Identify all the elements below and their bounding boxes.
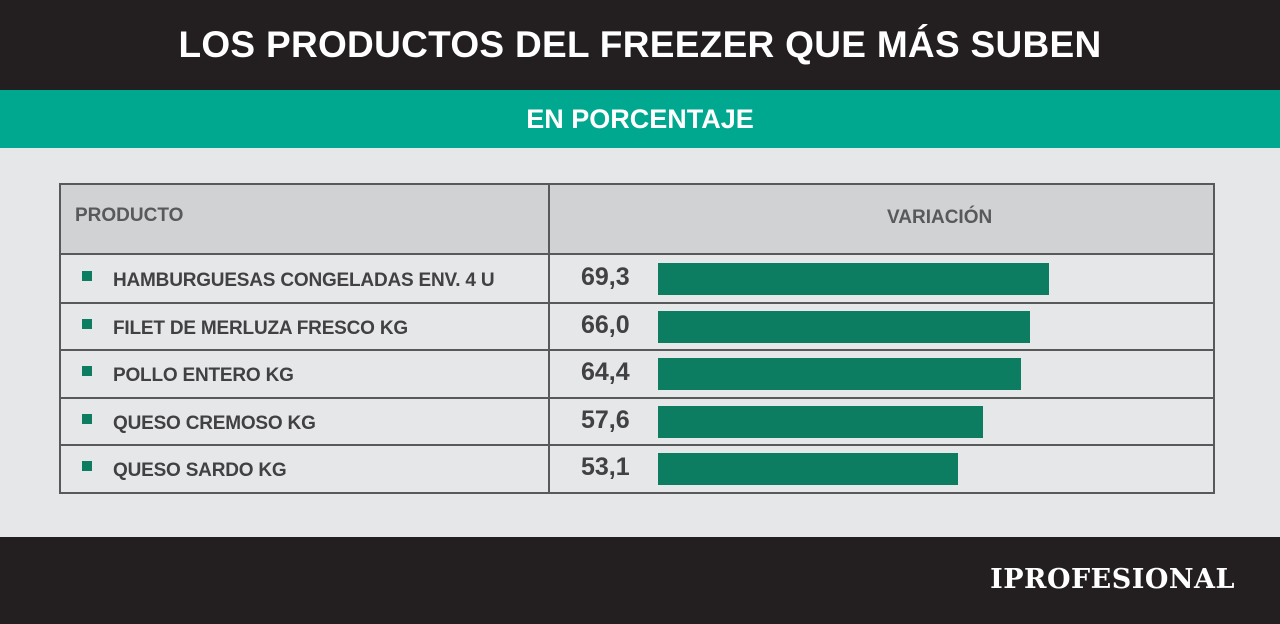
bar — [658, 405, 983, 438]
bullet-icon — [82, 366, 92, 377]
chart-subtitle: EN PORCENTAJE — [526, 103, 754, 134]
product-cell: HAMBURGUESAS CONGELADAS ENV. 4 U — [61, 255, 548, 301]
table-header: PRODUCTO VARIACIÓN — [61, 185, 1213, 255]
bar — [658, 263, 1049, 295]
value-label: 57,6 — [581, 405, 630, 434]
bar — [658, 310, 1030, 343]
product-label: POLLO ENTERO KG — [113, 365, 294, 387]
bullet-icon — [82, 318, 92, 329]
product-label: QUESO SARDO KG — [113, 460, 287, 482]
bar — [658, 358, 1021, 391]
brand-logo: IPROFESIONAL — [990, 564, 1235, 595]
row-separator — [61, 444, 1213, 447]
header-variation: VARIACIÓN — [887, 207, 993, 228]
value-label: 53,1 — [581, 453, 630, 482]
product-cell: FILET DE MERLUZA FRESCO KG — [61, 303, 548, 349]
bullet-icon — [82, 413, 92, 424]
product-cell: POLLO ENTERO KG — [61, 350, 548, 396]
value-label: 69,3 — [581, 263, 630, 291]
footer-band: IPROFESIONAL — [0, 537, 1280, 624]
data-table: PRODUCTO VARIACIÓN HAMBURGUESAS CONGELAD… — [59, 183, 1215, 494]
value-label: 64,4 — [581, 358, 630, 387]
bullet-icon — [82, 271, 92, 281]
subtitle-band: EN PORCENTAJE — [0, 90, 1280, 148]
title-band: LOS PRODUCTOS DEL FREEZER QUE MÁS SUBEN — [0, 0, 1280, 90]
chart-title: LOS PRODUCTOS DEL FREEZER QUE MÁS SUBEN — [178, 24, 1102, 65]
header-product: PRODUCTO — [75, 205, 184, 226]
product-label: FILET DE MERLUZA FRESCO KG — [113, 317, 408, 339]
row-separator — [61, 301, 1213, 304]
product-cell: QUESO SARDO KG — [61, 445, 548, 491]
value-label: 66,0 — [581, 310, 630, 339]
column-divider — [548, 185, 550, 492]
row-separator — [61, 349, 1213, 352]
bar — [658, 453, 958, 486]
product-label: QUESO CREMOSO KG — [113, 412, 316, 434]
product-label: HAMBURGUESAS CONGELADAS ENV. 4 U — [113, 270, 495, 291]
bullet-icon — [82, 461, 92, 472]
row-separator — [61, 396, 1213, 399]
product-cell: QUESO CREMOSO KG — [61, 398, 548, 444]
